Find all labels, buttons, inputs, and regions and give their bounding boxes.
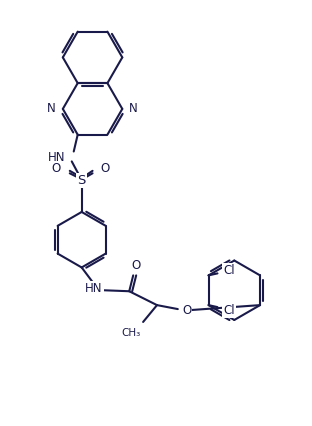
Text: O: O [51, 162, 61, 175]
Text: HN: HN [48, 151, 66, 164]
Text: S: S [77, 174, 86, 187]
Text: O: O [132, 259, 141, 272]
Text: Cl: Cl [223, 304, 235, 317]
Text: Cl: Cl [223, 264, 235, 277]
Text: O: O [101, 162, 110, 175]
Text: N: N [129, 102, 138, 115]
Text: N: N [47, 102, 56, 115]
Text: CH₃: CH₃ [122, 328, 141, 338]
Text: HN: HN [85, 282, 102, 295]
Text: O: O [182, 304, 191, 317]
